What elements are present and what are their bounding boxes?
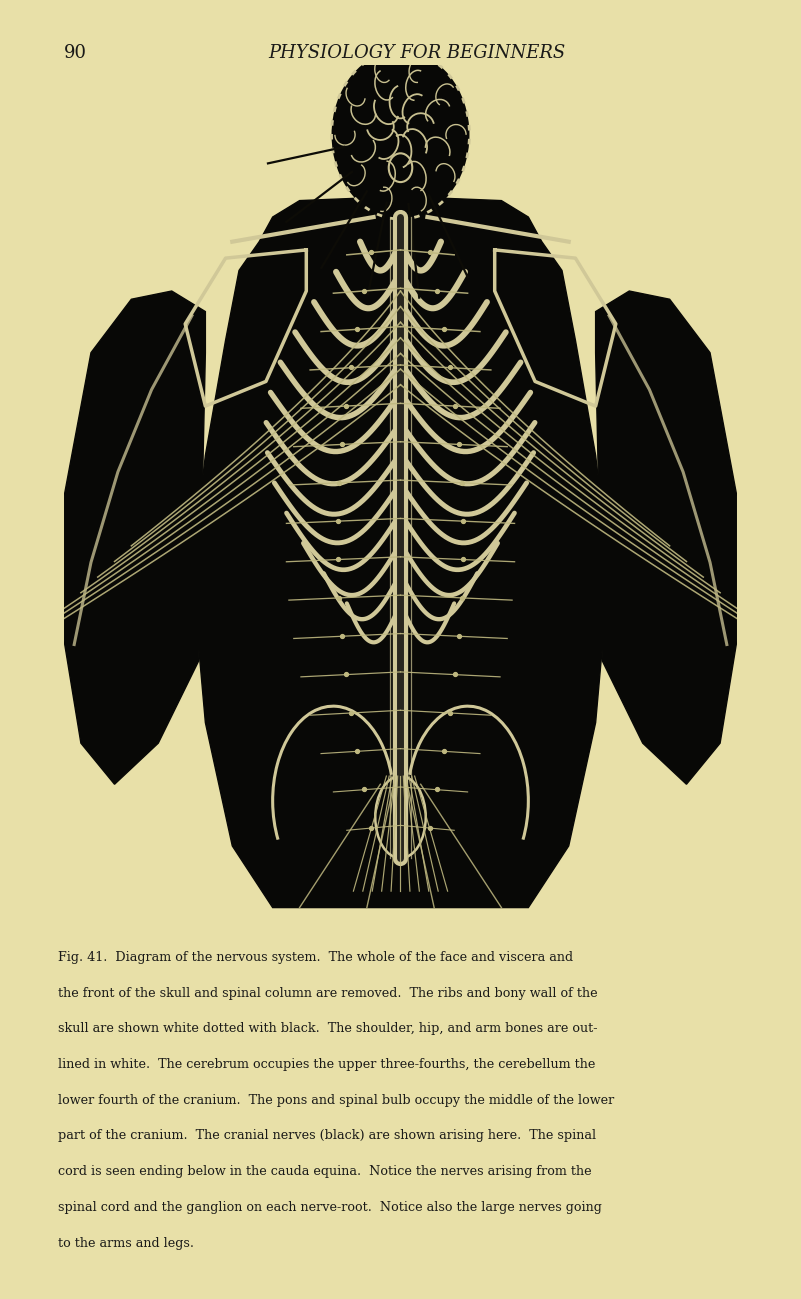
Text: lower fourth of the cranium.  The pons and spinal bulb occupy the middle of the : lower fourth of the cranium. The pons an… (58, 1094, 614, 1107)
Text: cord is seen ending below in the cauda equina.  Notice the nerves arising from t: cord is seen ending below in the cauda e… (58, 1165, 591, 1178)
Text: spinal cord and the ganglion on each nerve-root.  Notice also the large nerves g: spinal cord and the ganglion on each ner… (58, 1200, 602, 1215)
Circle shape (332, 51, 469, 220)
Text: 90: 90 (64, 44, 87, 62)
Text: part of the cranium.  The cranial nerves (black) are shown arising here.  The sp: part of the cranium. The cranial nerves … (58, 1130, 596, 1143)
Polygon shape (192, 196, 609, 908)
Text: Fig. 41.  Diagram of the nervous system.  The whole of the face and viscera and: Fig. 41. Diagram of the nervous system. … (58, 951, 573, 964)
Text: lined in white.  The cerebrum occupies the upper three-fourths, the cerebellum t: lined in white. The cerebrum occupies th… (58, 1057, 595, 1072)
Text: PHYSIOLOGY FOR BEGINNERS: PHYSIOLOGY FOR BEGINNERS (268, 44, 566, 62)
Polygon shape (367, 188, 434, 217)
Polygon shape (64, 291, 205, 785)
Polygon shape (596, 291, 737, 785)
Text: the front of the skull and spinal column are removed.  The ribs and bony wall of: the front of the skull and spinal column… (58, 987, 598, 1000)
Text: to the arms and legs.: to the arms and legs. (58, 1237, 194, 1250)
Text: skull are shown white dotted with black.  The shoulder, hip, and arm bones are o: skull are shown white dotted with black.… (58, 1022, 598, 1035)
